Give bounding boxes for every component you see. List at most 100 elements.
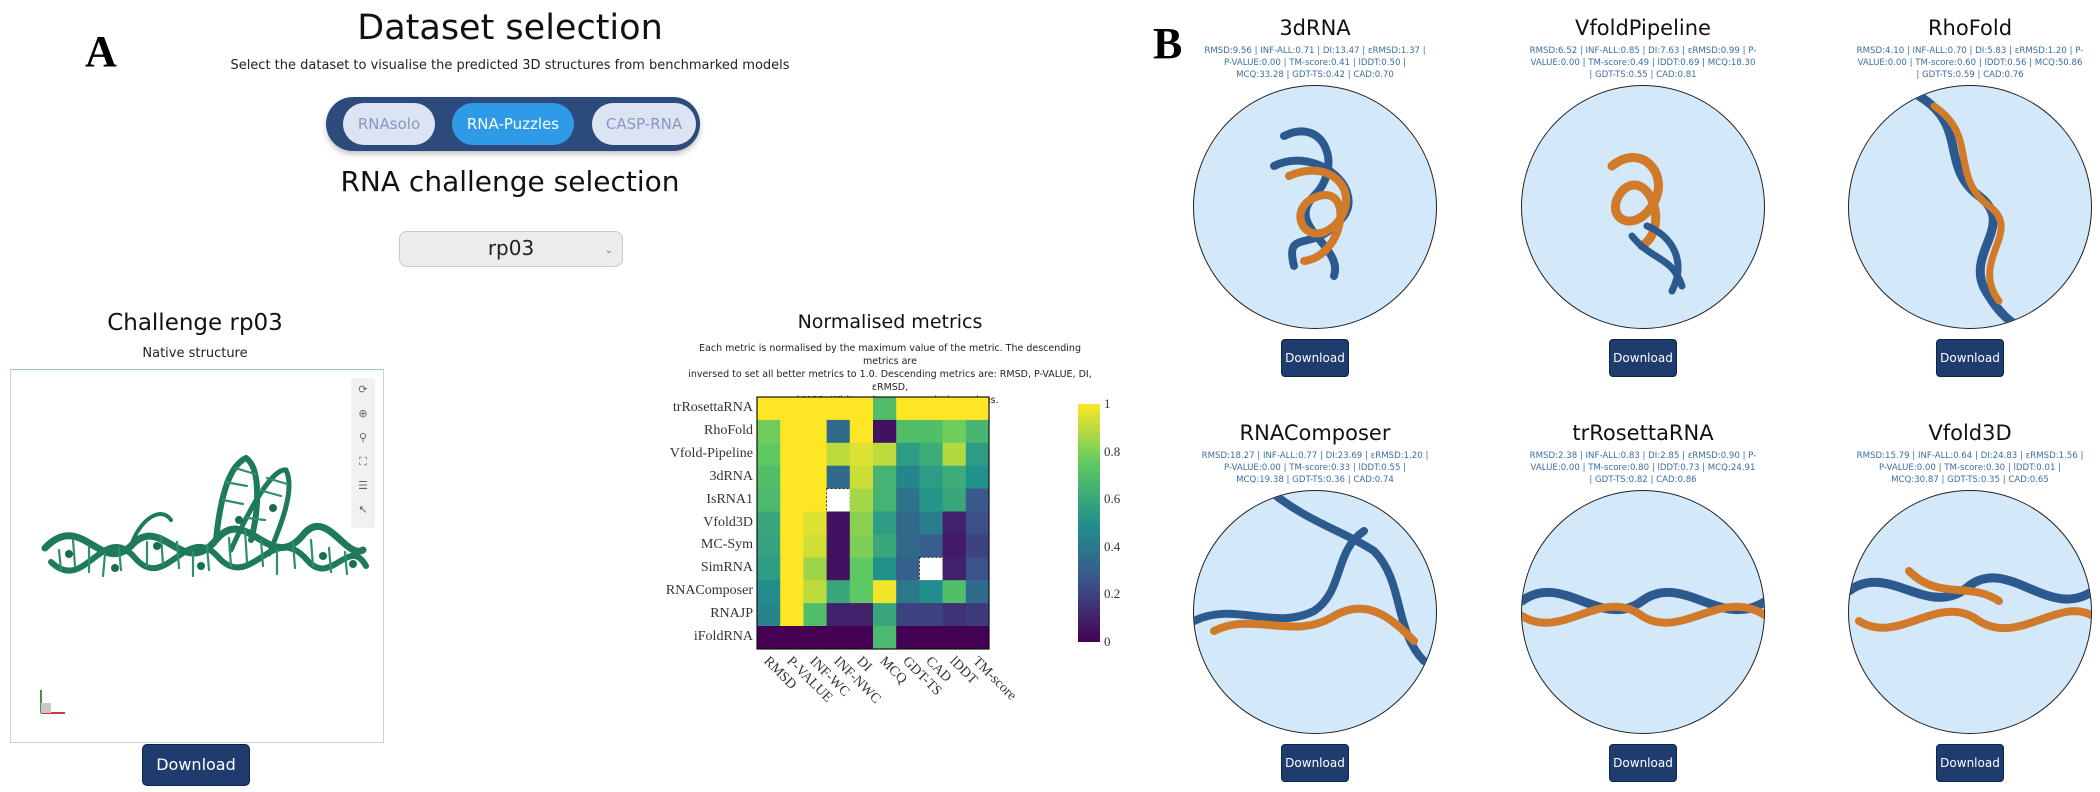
heatmap-cell [919,534,943,558]
heatmap-cell [826,580,851,604]
heatmap-cell [942,626,967,650]
heatmap-cell [803,442,827,467]
model-structure-viewer[interactable] [1848,85,2092,329]
colorbar [1078,404,1100,642]
heatmap-cell [896,419,920,444]
heatmap-cell [780,511,804,535]
heatmap-cell [849,442,874,467]
heatmap-cell [942,603,967,627]
heatmap-cell [919,626,943,650]
heatmap-cell [849,397,874,421]
challenge-dropdown[interactable]: rp03 ⌄ [399,231,623,267]
heatmap-cell [757,442,781,467]
model-structure-viewer[interactable] [1848,490,2092,734]
dataset-option-rnasolo[interactable]: RNAsolo [343,103,435,145]
heatmap-cell [942,397,967,421]
fullscreen-icon[interactable]: ⛶ [359,455,367,468]
heatmap-cell [780,557,804,581]
heatmap-cell [803,557,827,581]
dataset-option-rna-puzzles[interactable]: RNA-Puzzles [452,103,574,145]
model-download-button[interactable]: Download [1281,339,1349,377]
heatmap-cell [826,465,851,489]
native-structure-viewer[interactable]: ⟳ ⊕ ⚲ ⛶ ☰ ↖ [10,369,384,743]
heatmap-cell [803,419,827,444]
heatmap-cell [896,603,920,627]
heatmap-cell [803,580,827,604]
native-rna-structure [40,454,369,714]
heatmap-cell [942,511,967,535]
heatmap-cell [896,488,920,512]
heatmap-cell [803,603,827,627]
pointer-icon[interactable]: ↖ [358,503,368,516]
challenge-dropdown-value: rp03 [487,236,535,260]
model-download-button[interactable]: Download [1936,339,2004,377]
heatmap-description-line: Each metric is normalised by the maximum… [699,343,1081,367]
heatmap-cell [942,580,967,604]
model-structure-viewer[interactable] [1193,85,1437,329]
heatmap-cell [942,442,967,467]
model-structure-viewer[interactable] [1193,490,1437,734]
model-download-button[interactable]: Download [1281,744,1349,782]
heatmap-cell [780,626,804,650]
heatmap-cell [965,465,990,489]
heatmap-cell [849,488,874,512]
heatmap-cell [965,580,990,604]
model-metrics: RMSD:6.52 | INF-ALL:0.85 | DI:7.63 | εRM… [1529,46,1757,80]
heatmap-row-label: RNAJP [710,606,753,622]
dataset-selection-subtitle: Select the dataset to visualise the pred… [230,58,790,73]
heatmap-cell [780,580,804,604]
heatmap-cell [849,534,874,558]
heatmap-cell [873,442,897,467]
settings-icon[interactable]: ☰ [358,479,368,492]
heatmap-cell [757,580,781,604]
predicted-rna-structure [1914,91,2028,328]
native-download-button[interactable]: Download [142,744,250,786]
heatmap-cell [757,626,781,650]
search-icon[interactable]: ⚲ [358,431,368,444]
heatmap-cell [965,534,990,558]
rotate-icon[interactable]: ⟳ [358,383,368,396]
native-structure-subtitle: Native structure [142,346,248,361]
colorbar-tick-label: 0.6 [1104,491,1121,507]
viewer-toolbar: ⟳ ⊕ ⚲ ⛶ ☰ ↖ [351,378,375,528]
heatmap-cell [803,488,827,512]
model-metrics: RMSD:15.79 | INF-ALL:0.64 | DI:24.83 | ε… [1856,451,2084,485]
heatmap-cell [942,465,967,489]
predicted-rna-structure [1607,153,1686,295]
heatmap-cell [942,557,967,581]
heatmap-cell [826,511,851,535]
dataset-option-casp-rna[interactable]: CASP-RNA [592,103,696,145]
challenge-selection-title: RNA challenge selection [340,165,680,198]
heatmap-cell [826,488,851,513]
heatmap-row-label: SimRNA [700,560,753,576]
model-download-button[interactable]: Download [1936,744,2004,782]
heatmap-cell [919,580,943,604]
model-download-button[interactable]: Download [1609,744,1677,782]
heatmap-row-label: IsRNA1 [706,491,753,507]
heatmap-cell [780,603,804,627]
heatmap-cell [849,603,874,627]
heatmap-cell [873,580,897,604]
heatmap-cell [873,419,897,444]
heatmap-cell [919,397,943,421]
zoom-in-icon[interactable]: ⊕ [358,407,368,420]
model-structure-viewer[interactable] [1521,490,1765,734]
heatmap-cell [965,397,990,421]
heatmap-row-label: trRosettaRNA [672,400,753,415]
heatmap-cell [873,534,897,558]
predicted-rna-structure [1194,491,1428,665]
heatmap-cell [873,488,897,512]
heatmap-cell [896,557,920,581]
heatmap-cell [757,419,781,444]
model-metrics: RMSD:9.56 | INF-ALL:0.71 | DI:13.47 | εR… [1204,46,1426,80]
heatmap-row-label: RhoFold [703,422,753,438]
chevron-down-icon: ⌄ [604,245,613,256]
heatmap-cell [849,511,874,535]
model-structure-viewer[interactable] [1521,85,1765,329]
heatmap-cell [896,397,920,421]
model-download-button[interactable]: Download [1609,339,1677,377]
heatmap-cell [826,534,851,558]
heatmap-cell [896,465,920,489]
heatmap-cell [849,580,874,604]
heatmap-cell [826,397,851,421]
